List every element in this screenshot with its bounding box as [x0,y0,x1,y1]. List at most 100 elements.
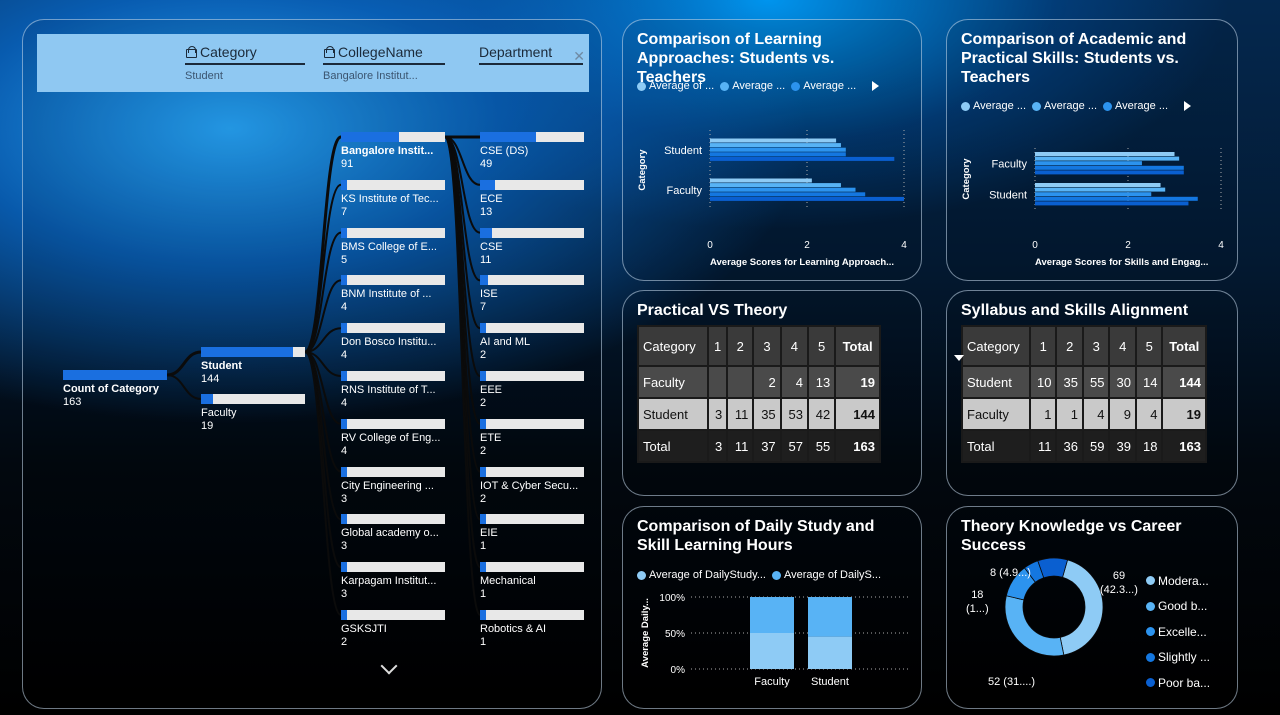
bar[interactable] [710,143,841,148]
tree-node-college[interactable]: Don Bosco Institu... 4 [341,323,449,362]
stacked-bar-segment[interactable] [808,636,852,669]
tree-node-department[interactable]: CSE (DS) 49 [480,132,588,171]
node-label: Don Bosco Institu... [341,336,437,349]
tree-node-college[interactable]: Karpagam Institut... 3 [341,562,449,601]
tree-connector-lines [166,135,481,616]
tree-node-college[interactable]: BNM Institute of ... 4 [341,275,449,314]
node-label: ETE [480,431,502,444]
bar[interactable] [710,152,846,157]
stacked-bar-segment[interactable] [750,633,794,669]
bar[interactable] [1035,201,1189,206]
legend-label: Slightly ... [1158,650,1211,665]
tree-node-department[interactable]: EIE 1 [480,514,588,553]
filter-department[interactable]: Department [479,44,583,65]
bar[interactable] [1035,156,1180,161]
bar[interactable] [1035,152,1175,156]
close-icon[interactable]: ✕ [573,48,585,64]
legend-item[interactable]: Average of DailyStudy... [637,569,766,581]
bar[interactable] [1035,183,1161,187]
bar[interactable] [710,183,841,188]
node-bar [341,179,445,190]
bar[interactable] [1035,161,1142,166]
legend-dot [1103,101,1112,111]
node-bar-fill [480,466,487,477]
legend-item[interactable]: Average of ... [637,80,714,92]
tree-node-college[interactable]: RNS Institute of T... 4 [341,371,449,410]
bar[interactable] [1035,170,1184,175]
tree-node-college[interactable]: City Engineering ... 3 [341,466,449,506]
tree-node-department[interactable]: AI and ML 2 [480,323,588,362]
bar[interactable] [1035,165,1184,170]
legend-next-arrow-icon[interactable] [872,81,880,91]
legend-item[interactable]: Average of DailyS... [772,569,881,581]
legend-item[interactable]: Good b... [1146,594,1210,620]
bar[interactable] [1035,196,1198,201]
bar[interactable] [710,187,856,192]
legend-item[interactable]: Poor ba... [1146,670,1210,696]
bar[interactable] [710,147,846,152]
bar[interactable] [1035,192,1152,197]
legend-dot [1146,627,1155,637]
stacked-bar-segment[interactable] [808,597,852,637]
sort-down-icon[interactable] [953,354,964,361]
node-bar-fill [480,514,487,525]
skills-bar-chart: 0 2 4 Faculty Student Category Average Scores … [961,148,1224,268]
table-cell: 53 [779,397,809,431]
legend-item[interactable]: Excelle... [1146,619,1210,645]
table-row: Faculty 1 1 4 9 4 19 [961,397,1207,431]
bar[interactable] [710,196,904,201]
node-value: 1 [480,636,487,648]
chevron-down-icon[interactable] [380,657,398,675]
filter-category[interactable]: Category Student [185,44,305,82]
node-value: 91 [341,158,354,170]
tree-node-department[interactable]: Mechanical 1 [480,562,588,601]
donut-slice[interactable] [1059,559,1104,656]
tree-connector [444,136,481,330]
tree-node-department[interactable]: IOT & Cyber Secu... 2 [480,466,588,506]
legend-item[interactable]: Modera... [1146,568,1210,594]
tree-node-college[interactable]: Bangalore Instit... 91 [341,132,449,171]
tree-node-department[interactable]: CSE 11 [480,227,588,267]
tree-node-department[interactable]: ETE 2 [480,418,588,458]
bar[interactable] [1035,187,1166,192]
column-header[interactable]: Category [637,325,709,367]
daily-study-panel: Comparison of Daily Study and Skill Lear… [622,506,922,709]
tree-connector [304,183,342,353]
table-cell: 39 [1108,429,1137,463]
legend-next-arrow-icon[interactable] [1184,101,1191,111]
donut-slice[interactable] [1037,557,1069,579]
legend-label: Average of ... [649,80,715,92]
tree-node-college[interactable]: Global academy o... 3 [341,514,449,553]
bar[interactable] [710,138,837,143]
legend-item[interactable]: Slightly ... [1146,645,1210,671]
tree-node-student[interactable]: Student 144 [201,347,309,386]
tree-node-faculty[interactable]: Faculty 19 [201,394,309,433]
filter-collegename[interactable]: CollegeName Bangalore Institut... [323,44,445,82]
tree-node-college[interactable]: RV College of Eng... 4 [341,418,449,458]
legend-item[interactable]: Average ... [720,80,785,92]
legend-item[interactable]: Average ... [791,80,856,92]
tree-node-college[interactable]: KS Institute of Tec... 7 [341,179,449,219]
tree-node-department[interactable]: EEE 2 [480,371,588,410]
bar[interactable] [710,156,895,161]
tree-connector [304,279,342,353]
tree-node-department[interactable]: ISE 7 [480,275,588,314]
tree-root-node[interactable]: Count of Category 163 [63,370,171,409]
tree-node-college[interactable]: BMS College of E... 5 [341,227,449,267]
stacked-bar-segment[interactable] [750,597,794,633]
tree-node-department[interactable]: Robotics & AI 1 [480,610,588,649]
bar[interactable] [710,192,866,197]
tree-node-college[interactable]: GSKSJTI 2 [341,610,449,649]
x-axis-title: Average Scores for Skills and Engag... [1035,257,1208,268]
node-bar-fill [341,227,348,238]
tree-node-department[interactable]: ECE 13 [480,179,588,219]
tree-connector [303,135,343,354]
legend-item[interactable]: Average ... [961,100,1026,112]
filter-label: CollegeName [338,44,423,60]
column-header[interactable]: Category [953,325,1031,367]
donut-slice[interactable] [1004,595,1065,657]
legend-item[interactable]: Average ... [1103,100,1168,112]
table-cell: 19 [834,365,881,399]
legend-item[interactable]: Average ... [1032,100,1097,112]
bar[interactable] [710,178,812,183]
